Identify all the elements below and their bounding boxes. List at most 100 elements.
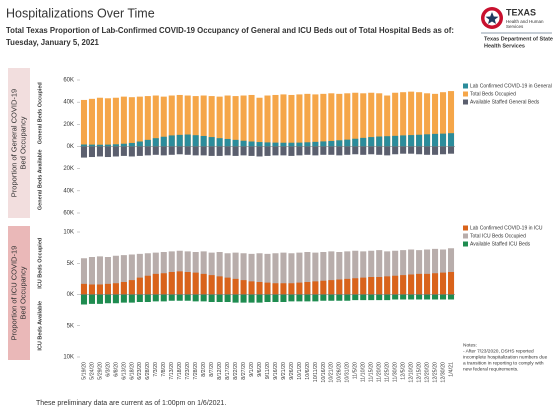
bar [264,142,271,147]
bar [416,250,423,295]
bar [80,99,88,147]
bar [208,275,215,295]
bar [312,294,319,302]
bar [120,294,127,303]
bar [152,138,159,147]
x-tick-label: 8/2/20 [201,362,207,377]
bar [256,146,263,157]
bar [416,273,423,295]
bar [336,146,343,156]
bar [240,146,247,156]
bar [304,282,311,295]
bar [392,92,399,147]
bar [160,136,167,147]
notes: - After 7/23/2020, DSHS reported [463,348,534,354]
legend-swatch [463,225,468,231]
notes: incomplete hospitalization numbers due [463,354,548,360]
bar [416,134,423,147]
y-tick-label: 20K [63,122,74,128]
footer: These preliminary data are current as of… [36,400,226,407]
y-axis-label: ICU Beds Available [37,301,43,351]
y-tick-label: 60K [63,211,74,217]
x-tick-label: 11/5/20 [353,362,359,379]
bar [176,94,183,147]
bar [80,144,88,147]
bar [400,135,407,147]
bar [176,146,183,155]
bar [120,255,127,295]
bar [152,146,159,155]
bar [144,96,151,147]
y-tick-label: 60K [63,78,74,84]
bar [304,294,311,302]
bar [192,294,199,302]
x-tick-label: 12/15/20 [417,362,423,383]
y-axis-label: General Beds Occupied [37,82,43,144]
bar [168,272,175,295]
bar [447,294,455,300]
x-tick-label: 10/31/20 [345,362,351,383]
bar [96,144,103,147]
bar [376,294,383,301]
bar [216,146,223,156]
bar [104,144,111,147]
x-tick-label: 5/29/20 [97,362,103,380]
bar [128,294,135,303]
bar [224,95,231,147]
bar [96,97,103,147]
bar [104,98,111,147]
bar [376,93,383,147]
bar [112,97,119,147]
bar [192,146,199,156]
bar [376,277,383,295]
bar [392,135,399,147]
bar [352,146,359,155]
bar [272,146,279,156]
bar [440,146,447,155]
x-tick-label: 10/11/20 [313,362,319,382]
bar [392,146,399,155]
bar [152,273,159,295]
bar [312,94,319,147]
bar [200,135,207,147]
side-label: Bed Occupancy [18,116,27,169]
bar [256,294,263,303]
bar [392,275,399,295]
bar [416,92,423,147]
bar [384,294,391,301]
bar [360,93,367,147]
bar [400,92,407,147]
bar [272,253,279,295]
y-axis-label: ICU Beds Occupied [37,238,43,289]
bar [384,136,391,147]
bar [400,250,407,295]
bar [224,138,231,147]
bar [232,146,239,156]
bar [216,96,223,147]
side-label: Proportion of ICU COVID-19 [9,246,18,341]
bar [272,294,279,302]
bar [104,294,111,304]
side-label: Bed Occupancy [18,266,27,319]
x-tick-label: 8/7/20 [209,362,215,377]
legend-swatch [463,83,468,89]
bar [336,279,343,295]
bar [264,294,271,302]
x-tick-label: 7/18/20 [177,362,183,380]
bar [232,96,239,147]
bar [328,280,335,295]
bar [144,253,151,295]
bar [200,146,207,156]
bar [432,133,439,147]
x-tick-label: 1/4/21 [448,362,454,377]
bar [240,253,247,295]
bar [88,294,95,304]
bar [208,252,215,295]
notes: new federal requirements. [463,366,518,372]
bar [368,250,375,295]
side-panel [8,68,30,218]
bar [344,146,351,155]
bar [368,294,375,301]
bar [200,273,207,295]
bar [104,257,111,295]
